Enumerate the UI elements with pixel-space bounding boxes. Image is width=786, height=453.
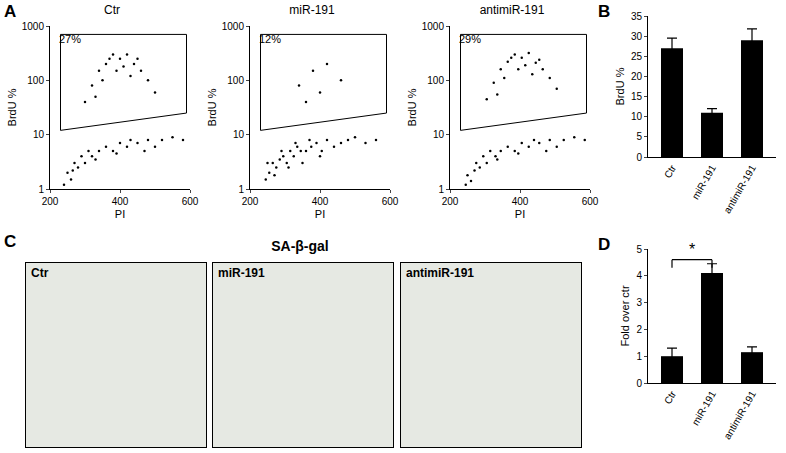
html-text:Ctr: Ctr	[31, 266, 49, 280]
html-text:antimiR-191: antimiR-191	[406, 266, 474, 280]
svg-text:35: 35	[631, 11, 643, 22]
svg-text:BrdU %: BrdU %	[406, 88, 418, 126]
svg-text:BrdU %: BrdU %	[614, 67, 626, 105]
svg-text:antimiR-191: antimiR-191	[722, 389, 759, 442]
svg-text:600: 600	[182, 196, 199, 207]
svg-text:1: 1	[238, 184, 244, 195]
html-text:A: A	[4, 2, 17, 21]
svg-text:25: 25	[631, 51, 643, 62]
svg-text:0: 0	[636, 378, 642, 389]
svg-text:100: 100	[227, 75, 244, 86]
svg-text:400: 400	[312, 196, 329, 207]
svg-text:27%: 27%	[59, 33, 81, 45]
svg-text:PI: PI	[515, 208, 525, 220]
svg-text:400: 400	[112, 196, 129, 207]
svg-text:200: 200	[242, 196, 259, 207]
svg-text:2: 2	[636, 324, 642, 335]
svg-text:10: 10	[233, 129, 245, 140]
svg-text:Fold over ctr: Fold over ctr	[619, 285, 631, 346]
svg-text:1000: 1000	[422, 21, 445, 32]
svg-text:PI: PI	[115, 208, 125, 220]
svg-text:600: 600	[382, 196, 399, 207]
svg-text:Ctr: Ctr	[662, 388, 679, 406]
svg-text:1: 1	[438, 184, 444, 195]
svg-text:12%: 12%	[259, 33, 281, 45]
svg-text:10: 10	[33, 129, 45, 140]
svg-text:antimiR-191: antimiR-191	[722, 163, 759, 216]
svg-text:5: 5	[636, 131, 642, 142]
html-text:D: D	[598, 235, 611, 254]
svg-text:BrdU %: BrdU %	[206, 88, 218, 126]
svg-text:400: 400	[512, 196, 529, 207]
svg-text:4: 4	[636, 270, 642, 281]
svg-text:antimiR-191: antimiR-191	[480, 3, 545, 17]
svg-text:200: 200	[442, 196, 459, 207]
svg-text:BrdU %: BrdU %	[6, 88, 18, 126]
svg-text:Ctr: Ctr	[104, 3, 120, 17]
svg-text:1000: 1000	[222, 21, 245, 32]
svg-text:20: 20	[631, 71, 643, 82]
html-text:C: C	[4, 232, 17, 251]
html-text:SA-β-gal: SA-β-gal	[271, 238, 329, 254]
svg-text:Ctr: Ctr	[662, 162, 679, 180]
svg-text:200: 200	[42, 196, 59, 207]
svg-text:PI: PI	[315, 208, 325, 220]
svg-text:miR-191: miR-191	[289, 3, 335, 17]
svg-text:0: 0	[636, 152, 642, 163]
svg-text:100: 100	[27, 75, 44, 86]
svg-text:1: 1	[38, 184, 44, 195]
svg-text:3: 3	[636, 297, 642, 308]
html-text:miR-191: miR-191	[218, 266, 265, 280]
svg-text:29%: 29%	[459, 33, 481, 45]
svg-text:5: 5	[636, 244, 642, 255]
svg-text:1000: 1000	[22, 21, 45, 32]
svg-text:10: 10	[631, 111, 643, 122]
svg-text:600: 600	[582, 196, 599, 207]
svg-text:miR-191: miR-191	[690, 389, 719, 428]
svg-text:1: 1	[636, 351, 642, 362]
svg-text:miR-191: miR-191	[690, 163, 719, 202]
svg-text:10: 10	[433, 129, 445, 140]
html-text:B: B	[598, 2, 611, 21]
svg-text:30: 30	[631, 31, 643, 42]
svg-text:100: 100	[427, 75, 444, 86]
svg-text:15: 15	[631, 91, 643, 102]
svg-text:*: *	[689, 241, 695, 258]
